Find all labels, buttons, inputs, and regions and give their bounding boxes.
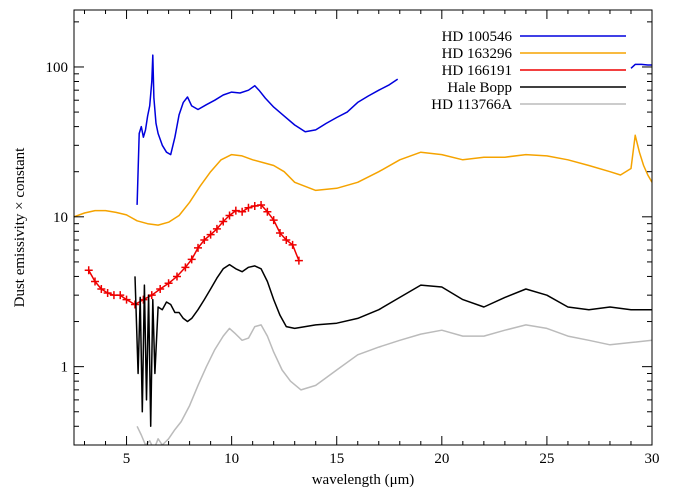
legend-label: HD 163296 <box>442 46 513 62</box>
data-point-hd-166191 <box>164 279 173 288</box>
data-point-hd-166191 <box>212 224 221 233</box>
data-point-hd-166191 <box>103 289 112 298</box>
data-point-hd-166191 <box>172 272 181 281</box>
legend-label: Hale Bopp <box>447 80 512 96</box>
series-line-hd-100546 <box>136 54 399 205</box>
legend-label: HD 100546 <box>442 29 513 45</box>
data-point-hd-166191 <box>244 203 253 212</box>
x-tick-label: 15 <box>329 451 344 467</box>
data-point-hd-166191 <box>219 217 228 226</box>
data-point-hd-166191 <box>238 207 247 216</box>
data-point-hd-166191 <box>181 263 190 272</box>
data-point-hd-166191 <box>187 255 196 264</box>
data-point-hd-166191 <box>84 266 93 275</box>
data-point-hd-166191 <box>275 228 284 237</box>
x-tick-label: 20 <box>434 451 449 467</box>
y-tick-label: 100 <box>46 60 69 76</box>
x-tick-label: 5 <box>123 451 131 467</box>
y-tick-label: 1 <box>61 360 69 376</box>
axis-ticks: 5 10 15 20 25 30 1 10 100 <box>46 10 660 467</box>
series-layer <box>74 54 652 445</box>
series-line-hd-166191 <box>88 204 300 306</box>
data-point-hd-166191 <box>288 240 297 249</box>
data-point-hd-166191 <box>116 291 125 300</box>
data-point-hd-166191 <box>263 207 272 216</box>
data-point-hd-166191 <box>91 277 100 286</box>
data-point-hd-166191 <box>194 243 203 252</box>
x-tick-label: 25 <box>539 451 554 467</box>
x-axis-label: wavelength (μm) <box>312 472 415 488</box>
data-point-hd-166191 <box>282 236 291 245</box>
plot-frame <box>73 9 653 446</box>
data-point-hd-166191 <box>206 230 215 239</box>
series-line-hd-113766a <box>136 324 652 445</box>
data-point-hd-166191 <box>269 216 278 225</box>
data-point-hd-166191 <box>156 284 165 293</box>
data-point-hd-166191 <box>130 300 139 309</box>
legend-label: HD 113766A <box>431 97 512 113</box>
legend-label: HD 166191 <box>442 63 512 79</box>
series-line-hale-bopp <box>134 263 652 428</box>
data-point-hd-166191 <box>122 295 131 304</box>
data-point-hd-166191 <box>225 211 234 220</box>
x-tick-label: 10 <box>224 451 239 467</box>
x-tick-label: 30 <box>645 451 660 467</box>
data-point-hd-166191 <box>250 202 259 211</box>
y-tick-label: 10 <box>53 210 68 226</box>
y-axis-label: Dust emissivity × constant <box>12 147 28 308</box>
data-point-hd-166191 <box>231 206 240 215</box>
data-point-hd-166191 <box>200 236 209 245</box>
data-point-hd-166191 <box>257 200 266 209</box>
series-line-hd-100546 <box>630 63 652 69</box>
data-point-hd-166191 <box>97 284 106 293</box>
series-line-hd-163296 <box>74 134 652 226</box>
data-point-hd-166191 <box>294 256 303 265</box>
